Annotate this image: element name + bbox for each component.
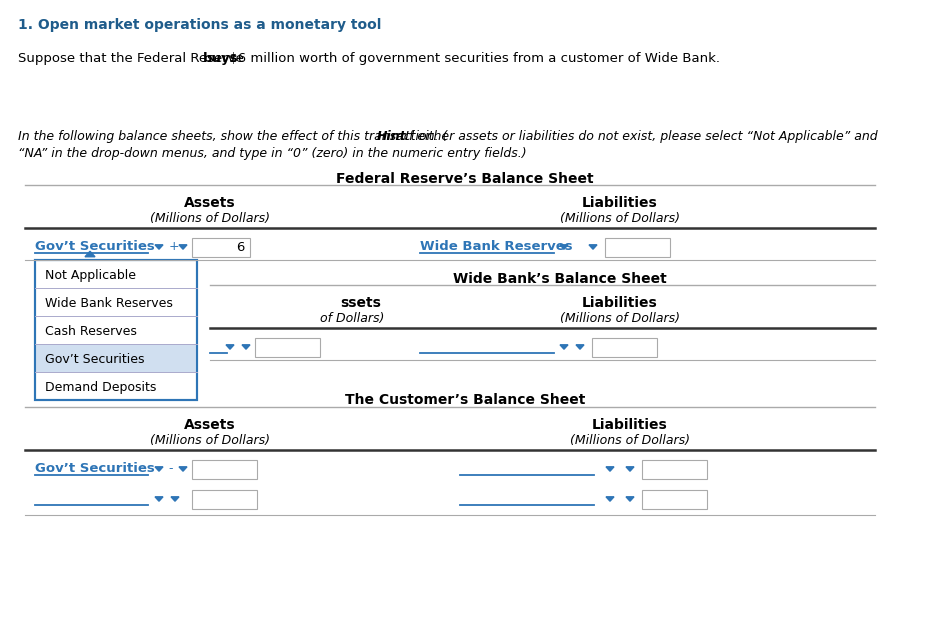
Text: In the following balance sheets, show the effect of this transaction. (: In the following balance sheets, show th… [18,130,447,143]
Text: Gov’t Securities: Gov’t Securities [35,240,154,253]
Polygon shape [242,345,250,349]
Text: Wide Bank’s Balance Sheet: Wide Bank’s Balance Sheet [453,272,667,286]
Polygon shape [560,345,568,349]
Text: “NA” in the drop-down menus, and type in “0” (zero) in the numeric entry fields.: “NA” in the drop-down menus, and type in… [18,147,526,160]
Text: Assets: Assets [184,196,236,210]
Text: Assets: Assets [184,418,236,432]
Text: ssets: ssets [340,296,381,310]
Polygon shape [179,467,187,471]
Text: Demand Deposits: Demand Deposits [45,381,156,394]
Polygon shape [85,251,95,257]
Text: Federal Reserve’s Balance Sheet: Federal Reserve’s Balance Sheet [336,172,594,186]
Text: Suppose that the Federal Reserve: Suppose that the Federal Reserve [18,52,248,65]
Text: The Customer’s Balance Sheet: The Customer’s Balance Sheet [345,393,585,407]
Text: (Millions of Dollars): (Millions of Dollars) [150,212,270,225]
Text: 1. Open market operations as a monetary tool: 1. Open market operations as a monetary … [18,18,381,32]
Text: -: - [168,462,172,475]
Text: Wide Bank Reserves: Wide Bank Reserves [45,297,173,310]
Bar [35,260,197,400]
Bar [35,260,197,400]
Bar [255,338,320,357]
Text: of Dollars): of Dollars) [320,312,384,325]
Bar [605,238,670,257]
Polygon shape [606,467,614,471]
Text: Gov’t Securities: Gov’t Securities [45,353,144,366]
Text: Not Applicable: Not Applicable [45,269,136,282]
Text: (Millions of Dollars): (Millions of Dollars) [570,434,690,447]
Text: : If either assets or liabilities do not exist, please select “Not Applicable” a: : If either assets or liabilities do not… [397,130,877,143]
Bar [642,490,707,509]
Bar [642,460,707,479]
Text: (Millions of Dollars): (Millions of Dollars) [560,212,680,225]
Polygon shape [606,497,614,501]
Polygon shape [226,345,234,349]
Text: (Millions of Dollars): (Millions of Dollars) [150,434,270,447]
Bar [35,344,197,372]
Text: +: + [169,240,179,253]
Text: Hint: Hint [377,130,406,143]
Bar [192,238,250,257]
Text: 6: 6 [235,241,244,254]
Text: buys: buys [203,52,238,65]
Polygon shape [179,245,187,249]
Polygon shape [589,245,597,249]
Bar [192,490,257,509]
Bar [192,460,257,479]
Text: Wide Bank Reserves: Wide Bank Reserves [420,240,573,253]
Polygon shape [155,497,163,501]
Text: Liabilities: Liabilities [582,196,658,210]
Bar [592,338,657,357]
Text: (Millions of Dollars): (Millions of Dollars) [560,312,680,325]
Text: Cash Reserves: Cash Reserves [45,325,137,338]
Polygon shape [626,497,634,501]
Text: Gov’t Securities: Gov’t Securities [35,462,154,475]
Polygon shape [560,245,568,249]
Polygon shape [171,497,179,501]
Polygon shape [576,345,584,349]
Text: Liabilities: Liabilities [582,296,658,310]
Polygon shape [626,467,634,471]
Polygon shape [155,467,163,471]
Polygon shape [155,245,163,249]
Text: $6 million worth of government securities from a customer of Wide Bank.: $6 million worth of government securitie… [225,52,720,65]
Text: Liabilities: Liabilities [592,418,668,432]
